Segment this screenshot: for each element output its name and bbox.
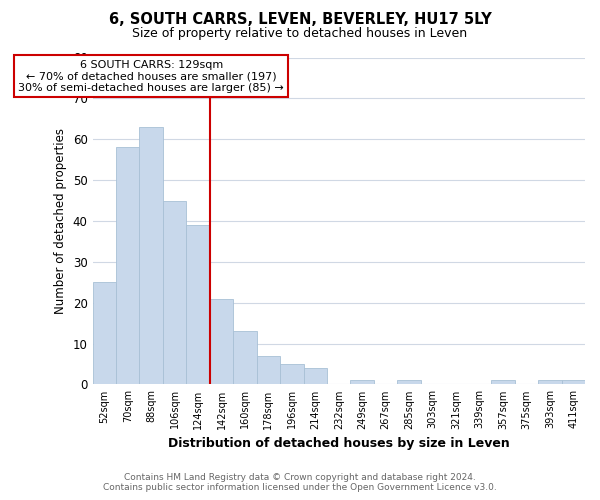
Bar [397,380,421,384]
Text: Size of property relative to detached houses in Leven: Size of property relative to detached ho… [133,28,467,40]
Bar [116,148,139,384]
Bar [187,225,210,384]
Bar [163,200,187,384]
Bar [233,332,257,384]
Bar [139,127,163,384]
Bar [562,380,585,384]
Text: 6, SOUTH CARRS, LEVEN, BEVERLEY, HU17 5LY: 6, SOUTH CARRS, LEVEN, BEVERLEY, HU17 5L… [109,12,491,28]
Y-axis label: Number of detached properties: Number of detached properties [54,128,67,314]
X-axis label: Distribution of detached houses by size in Leven: Distribution of detached houses by size … [168,437,509,450]
Bar [350,380,374,384]
Bar [257,356,280,384]
Bar [210,298,233,384]
Bar [538,380,562,384]
Bar [280,364,304,384]
Bar [92,282,116,384]
Bar [304,368,327,384]
Text: Contains HM Land Registry data © Crown copyright and database right 2024.
Contai: Contains HM Land Registry data © Crown c… [103,473,497,492]
Bar [491,380,515,384]
Text: 6 SOUTH CARRS: 129sqm
← 70% of detached houses are smaller (197)
30% of semi-det: 6 SOUTH CARRS: 129sqm ← 70% of detached … [18,60,284,92]
